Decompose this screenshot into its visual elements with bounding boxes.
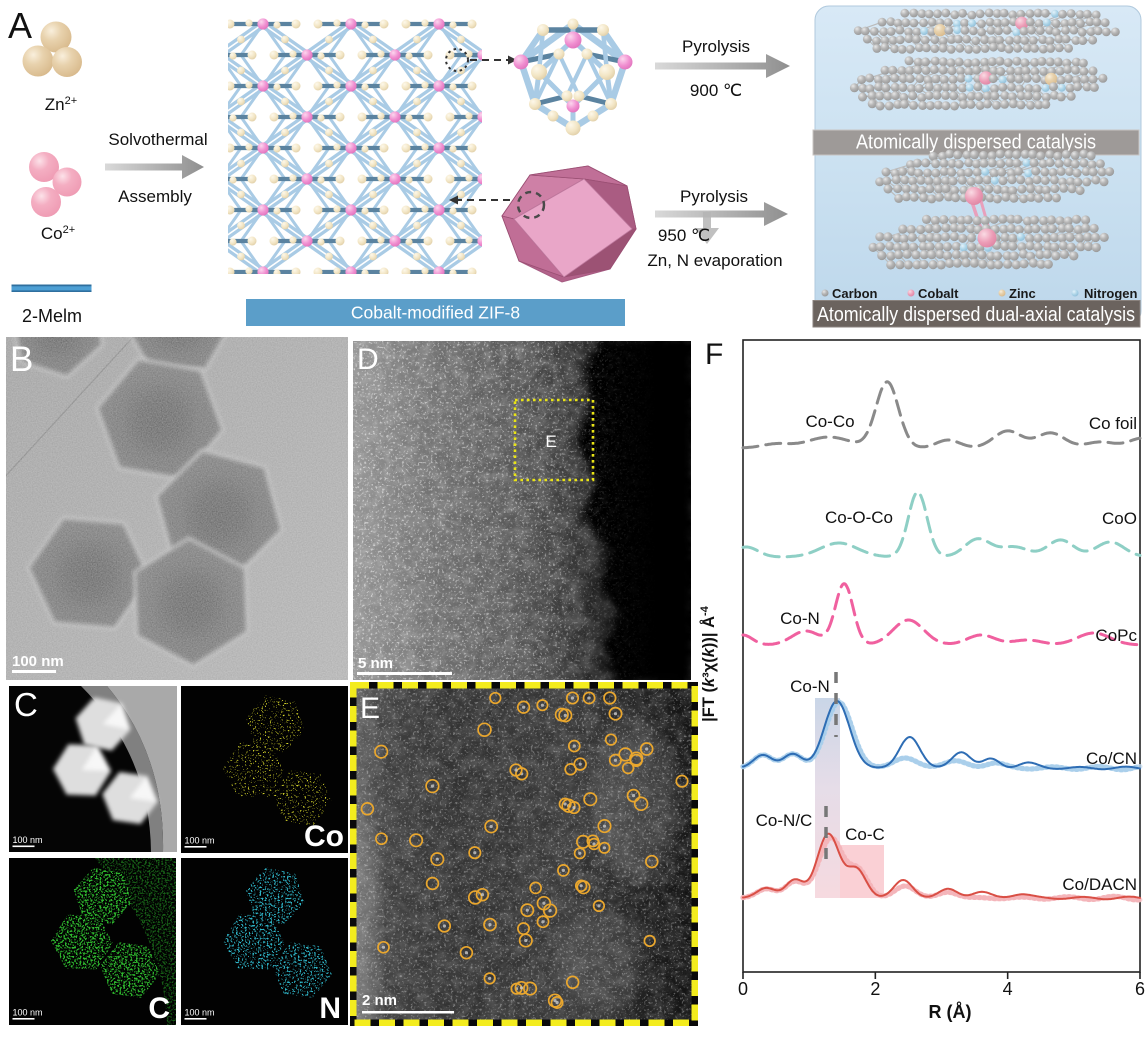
svg-text:0: 0 — [738, 979, 748, 999]
svg-text:Co/DACN: Co/DACN — [1062, 875, 1137, 894]
svg-text:100 nm: 100 nm — [185, 836, 215, 846]
svg-text:900 ℃: 900 ℃ — [690, 81, 742, 100]
svg-text:2: 2 — [870, 979, 880, 999]
svg-text:Nitrogen: Nitrogen — [1084, 286, 1138, 301]
svg-text:950 ℃: 950 ℃ — [658, 226, 710, 245]
svg-text:Pyrolysis: Pyrolysis — [682, 37, 750, 56]
svg-text:Zn, N evaporation: Zn, N evaporation — [647, 251, 782, 270]
svg-text:Co-O-Co: Co-O-Co — [825, 508, 893, 527]
svg-text:Zinc: Zinc — [1009, 286, 1036, 301]
svg-text:Cobalt: Cobalt — [918, 286, 959, 301]
svg-text:4: 4 — [1003, 979, 1013, 999]
svg-text:6: 6 — [1135, 979, 1145, 999]
svg-text:Co/CN: Co/CN — [1086, 749, 1137, 768]
svg-text:2 nm: 2 nm — [362, 992, 397, 1009]
svg-text:Zn2+: Zn2+ — [45, 95, 77, 114]
svg-text:Co2+: Co2+ — [41, 224, 75, 243]
svg-text:Co-N: Co-N — [780, 609, 820, 628]
svg-text:Co-C: Co-C — [845, 825, 885, 844]
svg-text:CoPc: CoPc — [1095, 626, 1137, 645]
svg-text:100 nm: 100 nm — [12, 653, 64, 670]
svg-text:A: A — [8, 5, 32, 46]
svg-text:Atomically dispersed catalysis: Atomically dispersed catalysis — [856, 131, 1096, 154]
svg-text:C: C — [14, 686, 38, 723]
svg-text:Pyrolysis: Pyrolysis — [680, 187, 748, 206]
svg-text:Co: Co — [304, 820, 344, 853]
svg-text:E: E — [360, 692, 380, 725]
svg-text:Co foil: Co foil — [1089, 414, 1137, 433]
svg-text:100 nm: 100 nm — [185, 1008, 215, 1018]
svg-text:Co-N/C: Co-N/C — [756, 811, 813, 830]
svg-text:2-Melm: 2-Melm — [22, 306, 82, 326]
svg-text:|FT (k³χ(k))| Å-4: |FT (k³χ(k))| Å-4 — [699, 605, 718, 722]
svg-text:F: F — [705, 338, 723, 371]
svg-text:Atomically dispersed dual-axia: Atomically dispersed dual-axial catalysi… — [817, 303, 1135, 326]
svg-text:R (Å): R (Å) — [929, 1002, 972, 1022]
svg-text:C: C — [148, 992, 170, 1025]
svg-text:E: E — [545, 432, 556, 451]
svg-text:Assembly: Assembly — [118, 187, 192, 206]
svg-text:Solvothermal: Solvothermal — [108, 130, 207, 149]
svg-text:CoO: CoO — [1102, 509, 1137, 528]
svg-text:Carbon: Carbon — [832, 286, 878, 301]
svg-text:5 nm: 5 nm — [358, 655, 393, 672]
svg-text:B: B — [10, 340, 33, 379]
svg-text:Cobalt-modified ZIF-8: Cobalt-modified ZIF-8 — [351, 303, 520, 323]
svg-text:Co-N: Co-N — [790, 677, 830, 696]
svg-text:100 nm: 100 nm — [13, 835, 43, 845]
svg-text:D: D — [357, 343, 379, 376]
svg-text:100 nm: 100 nm — [13, 1008, 43, 1018]
svg-text:N: N — [319, 992, 341, 1025]
svg-text:Co-Co: Co-Co — [805, 412, 854, 431]
